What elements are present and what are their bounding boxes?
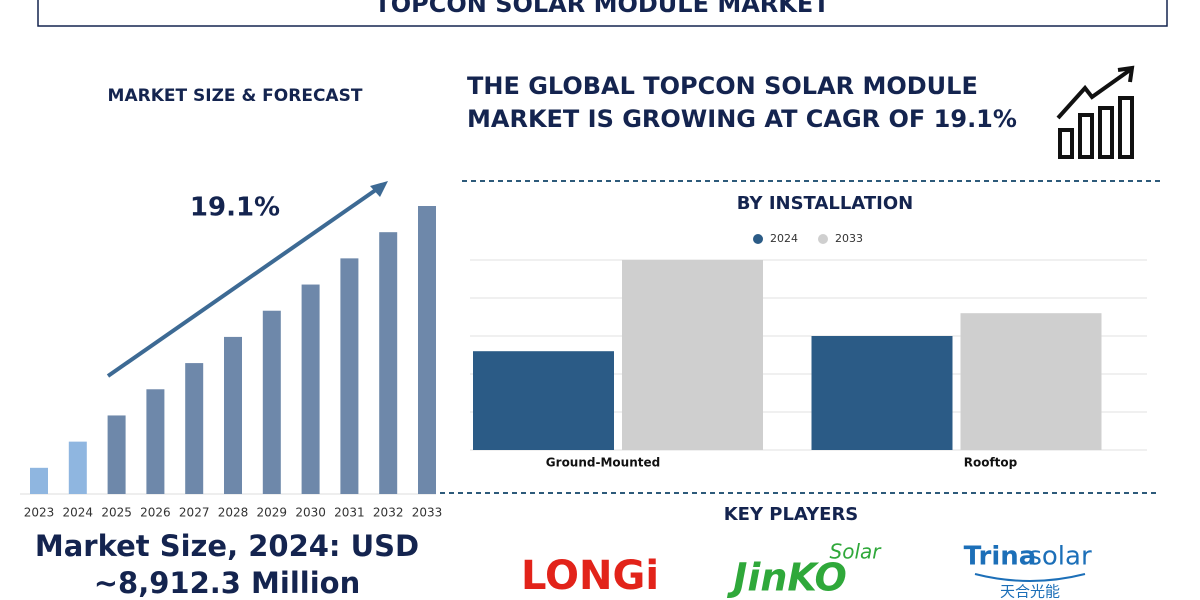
left-chart-title: MARKET SIZE & FORECAST (108, 86, 363, 106)
bar (622, 260, 763, 450)
growth-arrow-head (370, 181, 388, 197)
bar (185, 363, 204, 494)
legend-label: 2024 (770, 232, 798, 245)
bar (379, 232, 398, 494)
x-tick-label: Ground-Mounted (546, 456, 660, 470)
x-tick-label: Rooftop (964, 456, 1018, 470)
right-chart-title: BY INSTALLATION (737, 193, 913, 214)
x-tick-label: 2023 (24, 506, 55, 520)
growth-arrow (106, 185, 382, 378)
page-title: TOPCON SOLAR MODULE MARKET (374, 0, 830, 18)
headline: THE GLOBAL TOPCON SOLAR MODULE (467, 72, 978, 100)
longi-logo: LONGi (521, 553, 659, 599)
legend-label: 2033 (835, 232, 863, 245)
x-tick-label: 2033 (412, 506, 443, 520)
legend-swatch (818, 234, 828, 244)
x-tick-label: 2027 (179, 506, 210, 520)
x-tick-label: 2026 (140, 506, 171, 520)
bar (960, 313, 1102, 450)
bar (30, 467, 48, 494)
cagr-annotation: 19.1% (190, 193, 280, 223)
bar (418, 206, 436, 494)
bar (224, 336, 242, 494)
jinko-logo: JinKO (726, 556, 847, 600)
bar (262, 310, 281, 494)
x-tick-label: 2029 (257, 506, 288, 520)
legend-swatch (753, 234, 763, 244)
x-tick-label: 2025 (101, 506, 132, 520)
key-players-title: KEY PLAYERS (724, 504, 859, 525)
bar (473, 351, 614, 450)
growth-icon (1056, 65, 1135, 159)
x-tick-label: 2024 (63, 506, 94, 520)
trina-logo-solar: solar (1028, 542, 1092, 572)
jinko-logo-solar: Solar (830, 540, 883, 564)
trina-swoosh (974, 573, 1086, 582)
x-tick-label: 2032 (373, 506, 404, 520)
trina-logo-cn: 天合光能 (1000, 583, 1060, 600)
x-tick-label: 2031 (334, 506, 365, 520)
x-tick-label: 2028 (218, 506, 249, 520)
bar (146, 389, 165, 494)
x-tick-label: 2030 (295, 506, 326, 520)
bar (340, 258, 359, 494)
headline: MARKET IS GROWING AT CAGR OF 19.1% (467, 105, 1017, 133)
market-size: Market Size, 2024: USD (35, 529, 419, 563)
title-box (37, 0, 1168, 27)
bar (811, 336, 953, 450)
market-size: ~8,912.3 Million (94, 566, 361, 600)
bar (68, 441, 87, 494)
bar (107, 415, 126, 494)
bar (301, 284, 320, 494)
trina-logo: Trina (964, 542, 1037, 572)
